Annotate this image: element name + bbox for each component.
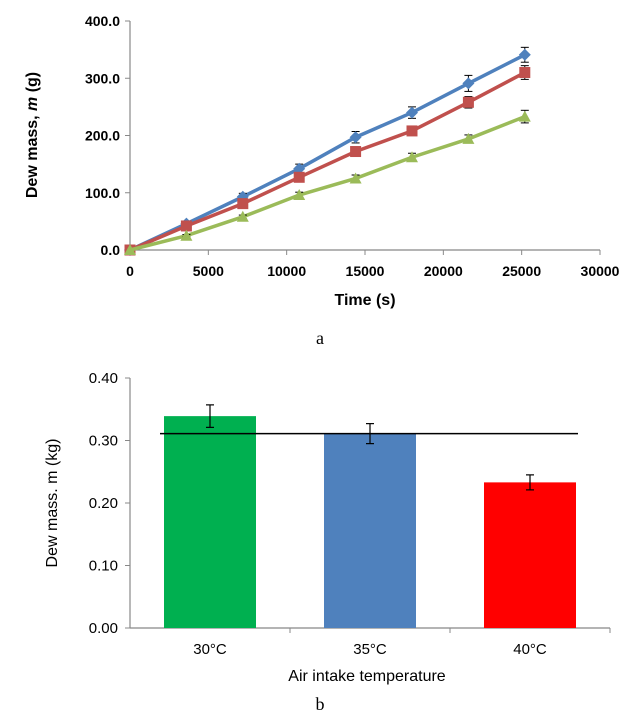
- y-tick-label: 400.0: [85, 13, 120, 29]
- y-tick-labels: 0.00 0.10 0.20 0.30 0.40: [89, 370, 130, 637]
- data-point: [462, 77, 475, 90]
- data-point: [124, 244, 136, 255]
- x-tick-label: 10000: [267, 263, 306, 279]
- data-point: [349, 131, 362, 144]
- x-tick-labels: 0 5000 10000 15000 20000 25000 30000: [126, 250, 620, 279]
- data-point: [406, 151, 418, 163]
- bar: [484, 482, 576, 628]
- y-tick-label: 200.0: [85, 128, 120, 144]
- series-line: [129, 114, 526, 252]
- panel-label-a: a: [316, 328, 324, 348]
- series-square: [124, 65, 531, 256]
- data-point: [293, 189, 306, 201]
- category-label: 40°C: [513, 641, 547, 658]
- data-point: [180, 220, 192, 232]
- category-label: 35°C: [353, 641, 387, 658]
- y-tick-label: 300.0: [85, 70, 120, 86]
- y-tick-label: 0.40: [89, 370, 118, 387]
- x-axis-title: Air intake temperature: [288, 668, 446, 685]
- x-tick-label: 15000: [346, 263, 385, 279]
- bar-chart-panel: 0.00 0.10 0.20 0.30 0.40 30°C 35°C 40°C Air in…: [44, 370, 611, 714]
- data-point: [237, 198, 249, 210]
- data-point: [293, 162, 306, 175]
- data-point: [518, 110, 531, 122]
- data-series: [124, 46, 531, 256]
- x-tick-label: 30000: [581, 263, 620, 279]
- x-axis-title: Time (s): [334, 292, 395, 309]
- series-line: [129, 53, 526, 252]
- data-point: [406, 125, 418, 137]
- y-tick-label: 0.10: [89, 558, 118, 575]
- y-tick-label: 0.20: [89, 495, 118, 512]
- y-tick-label: 0.0: [101, 242, 121, 258]
- data-point: [180, 229, 193, 241]
- data-point: [519, 67, 531, 79]
- series-line: [129, 70, 526, 252]
- data-point: [406, 106, 418, 119]
- data-point: [462, 96, 474, 108]
- data-point: [462, 132, 475, 144]
- line-chart-panel: 0.0 100.0 200.0 300.0 400.0 0 5000 10000 15000 2…: [24, 13, 620, 348]
- category-labels: 30°C 35°C 40°C: [193, 628, 611, 658]
- x-tick-label: 25000: [502, 263, 541, 279]
- data-point: [236, 210, 249, 222]
- series-triangle: [124, 109, 531, 255]
- bar: [164, 416, 256, 628]
- y-axis-title: Dew mass, m (g): [24, 72, 41, 198]
- x-tick-label: 0: [126, 263, 134, 279]
- category-label: 30°C: [193, 641, 227, 658]
- x-tick-label: 20000: [424, 263, 463, 279]
- x-tick-label: 5000: [193, 263, 224, 279]
- y-tick-labels: 0.0 100.0 200.0 300.0 400.0: [85, 13, 130, 258]
- y-axis-title: Dew mass. m (kg): [44, 439, 61, 568]
- y-tick-label: 100.0: [85, 185, 120, 201]
- bars: [164, 404, 576, 628]
- data-point: [349, 172, 362, 184]
- bar: [324, 433, 416, 628]
- y-tick-label: 0.30: [89, 433, 118, 450]
- panel-label-b: b: [316, 694, 325, 714]
- data-point: [350, 146, 362, 158]
- data-point: [518, 48, 531, 61]
- data-point: [293, 171, 305, 183]
- y-tick-label: 0.00: [89, 620, 118, 637]
